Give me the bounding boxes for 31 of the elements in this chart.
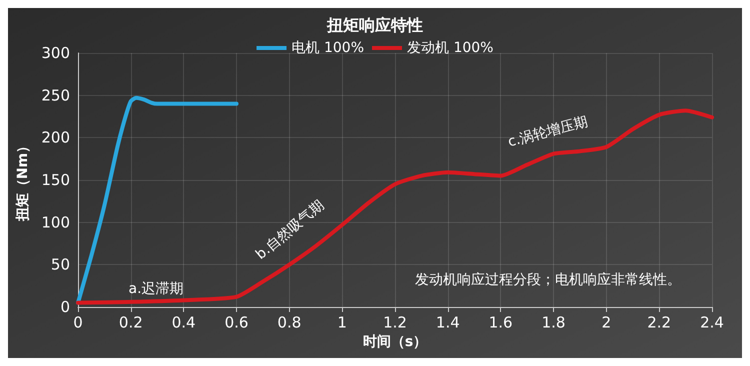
line-series [76, 96, 238, 305]
x-tick-label: 1.2 [383, 314, 407, 332]
x-tick-label: 0.8 [277, 314, 302, 332]
x-tick-label: 1 [337, 314, 347, 332]
y-tick-label: 250 [41, 86, 70, 104]
x-axis-title: 时间（s） [362, 334, 428, 350]
y-tick-label: 0 [60, 298, 70, 316]
x-tick-label: 0.6 [224, 314, 248, 332]
x-tick-label: 1.8 [542, 314, 566, 332]
y-axis-title: 扭矩（Nm） [15, 138, 31, 222]
y-tick-label: 100 [41, 213, 70, 232]
chart-title: 扭矩响应特性 [326, 16, 423, 34]
y-tick-label: 150 [41, 171, 70, 189]
y-tick-label: 300 [41, 44, 70, 62]
x-tick-label: 1.6 [488, 314, 513, 332]
x-tick-label: 0.4 [172, 314, 196, 332]
x-tick-label: 2.4 [700, 314, 724, 332]
legend-label: 电机 100% [292, 40, 364, 56]
annotation: a.迟滞期 [128, 281, 184, 297]
annotation: b.自然吸气期 [252, 197, 328, 263]
x-tick-label: 2 [602, 314, 612, 332]
x-tick-label: 1.4 [436, 314, 460, 332]
x-tick-label: 2.2 [647, 314, 672, 332]
x-tick-label: 0 [73, 314, 83, 332]
legend-label: 发动机 100% [407, 40, 494, 56]
y-tick-label: 200 [41, 128, 70, 147]
annotation: 发动机响应过程分段；电机响应非常线性。 [415, 272, 681, 288]
annotation: c.涡轮增压期 [506, 114, 590, 150]
y-tick-label: 50 [50, 256, 70, 274]
x-tick-label: 0.2 [118, 314, 143, 332]
line-series [76, 108, 714, 305]
